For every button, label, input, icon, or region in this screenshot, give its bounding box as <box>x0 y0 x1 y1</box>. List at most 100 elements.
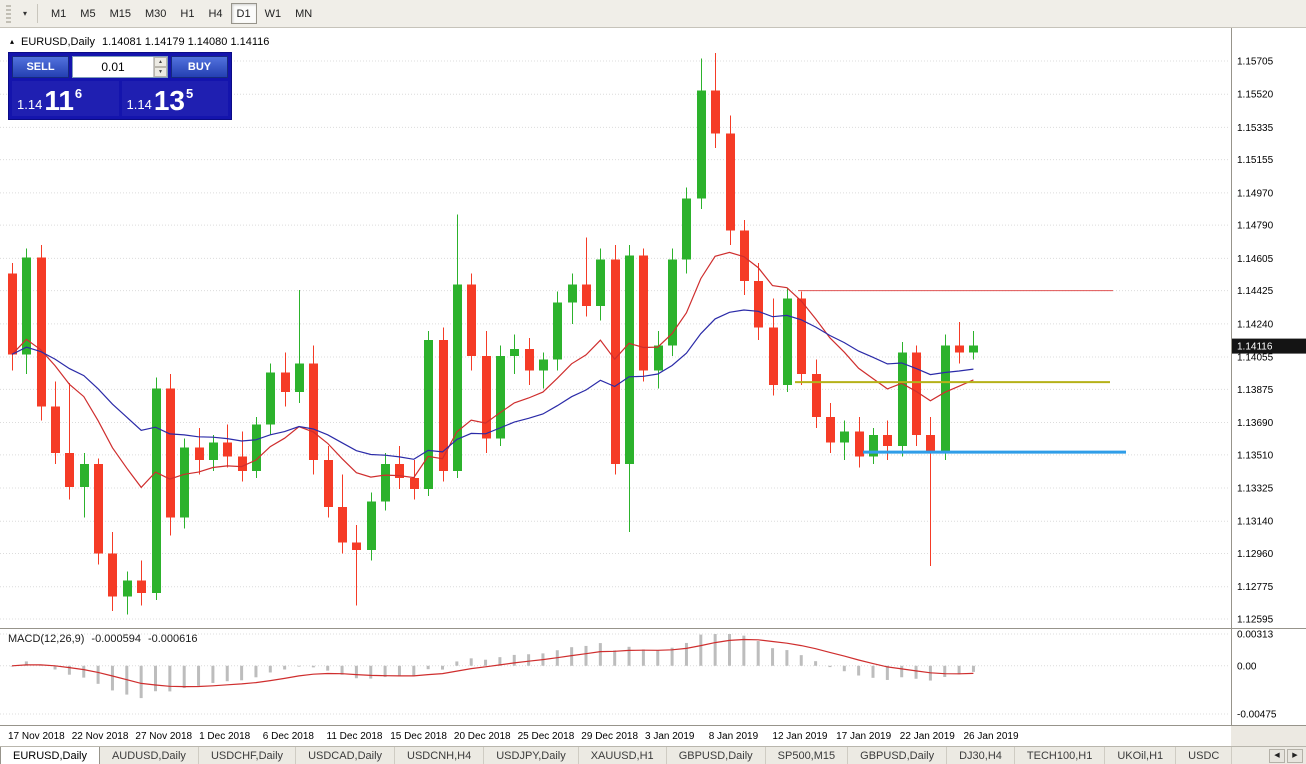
volume-value[interactable]: 0.01 <box>101 60 125 74</box>
chart-tab-xauusd-h1[interactable]: XAUUSD,H1 <box>579 747 667 764</box>
macd-histogram-bar <box>139 665 143 699</box>
macd-histogram-bar <box>211 665 215 683</box>
macd-histogram-bar <box>742 635 746 666</box>
macd-histogram-bar <box>24 661 28 666</box>
sell-button[interactable]: SELL <box>12 56 69 78</box>
volume-control[interactable]: 0.01 ▲ ▼ <box>72 56 168 78</box>
candle-body <box>137 580 146 593</box>
chart-tab-usdc[interactable]: USDC <box>1176 747 1233 764</box>
candle-body <box>195 447 204 461</box>
timeframe-button-w1[interactable]: W1 <box>259 3 288 24</box>
tabs-scroll-right-button[interactable]: ▶ <box>1287 748 1303 763</box>
candle-body <box>453 284 462 471</box>
candle-body <box>252 424 261 471</box>
chart-window: 1.15705 1.15520 1.15335 1.15155 1.14970 1.147… <box>0 28 1306 746</box>
candle-body <box>180 447 189 518</box>
price-axis-label: 1.12960 <box>1237 549 1274 560</box>
macd-histogram-bar <box>842 665 846 672</box>
price-axis-label: 1.13510 <box>1237 450 1274 461</box>
date-axis-label: 26 Jan 2019 <box>964 731 1019 742</box>
macd-histogram-bar <box>67 665 71 675</box>
price-axis-label: 1.12595 <box>1237 614 1274 625</box>
candle-body <box>711 90 720 134</box>
macd-axis-label: 0.00 <box>1237 661 1257 672</box>
buy-price[interactable]: 1.14 13 5 <box>121 81 228 116</box>
volume-down-button[interactable]: ▼ <box>154 67 167 77</box>
chart-tab-usdchf-daily[interactable]: USDCHF,Daily <box>199 747 297 764</box>
toolbar-overflow-button[interactable]: ▾ <box>16 4 34 24</box>
price-axis-label: 1.14790 <box>1237 221 1274 232</box>
axis-corner <box>1231 726 1306 746</box>
candle-body <box>152 388 161 593</box>
macd-histogram-bar <box>900 665 904 678</box>
timeframe-button-h1[interactable]: H1 <box>174 3 200 24</box>
timeframe-button-m1[interactable]: M1 <box>45 3 72 24</box>
macd-histogram-bar <box>340 665 344 675</box>
chart-tab-sp500-m15[interactable]: SP500,M15 <box>766 747 849 764</box>
candle-body <box>553 302 562 360</box>
candle-body <box>668 259 677 346</box>
price-axis-label: 1.14425 <box>1237 286 1274 297</box>
candle-body <box>238 456 247 471</box>
sell-price-pips: 11 <box>44 85 74 116</box>
chart-tab-usdcnh-h4[interactable]: USDCNH,H4 <box>395 747 485 764</box>
price-axis-label: 1.13875 <box>1237 385 1274 396</box>
macd-histogram-bar <box>728 634 731 666</box>
timeframe-button-d1[interactable]: D1 <box>230 3 257 24</box>
timeframe-button-m30[interactable]: M30 <box>139 3 172 24</box>
chart-tab-eurusd-daily[interactable]: EURUSD,Daily <box>0 747 100 764</box>
timeframe-button-mn[interactable]: MN <box>289 3 318 24</box>
candle-body <box>955 345 964 353</box>
macd-name: MACD(12,26,9) <box>8 633 85 645</box>
candle-body <box>80 463 89 488</box>
candle-body <box>654 345 663 371</box>
candle-body <box>525 348 534 371</box>
macd-histogram-bar <box>441 665 444 670</box>
date-axis-label: 17 Nov 2018 <box>8 731 65 742</box>
chart-tab-audusd-daily[interactable]: AUDUSD,Daily <box>100 747 199 764</box>
macd-histogram-bar <box>613 650 617 666</box>
panel-toggle-icon[interactable]: ▴ <box>10 37 15 46</box>
macd-histogram-bar <box>412 665 416 677</box>
timeframe-button-m15[interactable]: M15 <box>104 3 137 24</box>
macd-histogram-bar <box>82 665 86 678</box>
timeframe-button-h4[interactable]: H4 <box>202 3 228 24</box>
chart-tab-usdjpy-daily[interactable]: USDJPY,Daily <box>484 747 579 764</box>
macd-histogram-bar <box>484 659 488 666</box>
candle-body <box>625 255 634 464</box>
macd-histogram-bar <box>469 658 473 666</box>
macd-histogram-bar <box>369 665 373 679</box>
chart-tab-tech100-h1[interactable]: TECH100,H1 <box>1015 747 1106 764</box>
candles-layer[interactable] <box>8 52 978 615</box>
timeframe-toolbar: ▾ M1 M5 M15 M30 H1 H4 D1 W1 MN <box>0 0 1306 28</box>
chart-tab-gbpusd-daily[interactable]: GBPUSD,Daily <box>848 747 948 764</box>
price-axis-label: 1.13140 <box>1237 517 1274 528</box>
price-axis-label: 1.14055 <box>1237 353 1274 364</box>
macd-histogram-bar <box>311 665 315 668</box>
chart-tab-dj30-h4[interactable]: DJ30,H4 <box>947 747 1015 764</box>
macd-histogram-bar <box>498 657 502 666</box>
macd-histogram-bar <box>527 654 531 666</box>
chart-canvas[interactable]: 1.15705 1.15520 1.15335 1.15155 1.14970 1.147… <box>0 28 1306 746</box>
macd-histogram-bar <box>110 665 114 691</box>
macd-histogram-bar <box>53 665 57 670</box>
toolbar-grip[interactable] <box>6 4 11 23</box>
tabs-scroll-left-button[interactable]: ◀ <box>1269 748 1285 763</box>
candle-body <box>783 298 792 385</box>
current-price-badge-text: 1.14116 <box>1237 342 1273 353</box>
chart-tab-gbpusd-daily[interactable]: GBPUSD,Daily <box>667 747 766 764</box>
macd-histogram-bar <box>914 665 918 679</box>
timeframe-button-m5[interactable]: M5 <box>74 3 101 24</box>
candle-body <box>108 553 117 597</box>
candle-body <box>510 348 519 357</box>
sell-price[interactable]: 1.14 11 6 <box>12 81 119 116</box>
buy-button[interactable]: BUY <box>171 56 228 78</box>
chart-symbol-label: EURUSD,Daily <box>21 36 95 48</box>
volume-up-button[interactable]: ▲ <box>154 57 167 67</box>
chart-tab-usdcad-daily[interactable]: USDCAD,Daily <box>296 747 396 764</box>
macd-histogram-bar <box>713 634 717 666</box>
macd-histogram-bar <box>684 642 688 666</box>
candle-body <box>926 435 935 454</box>
price-axis-label: 1.15520 <box>1237 90 1274 101</box>
chart-tab-ukoil-h1[interactable]: UKOil,H1 <box>1105 747 1177 764</box>
